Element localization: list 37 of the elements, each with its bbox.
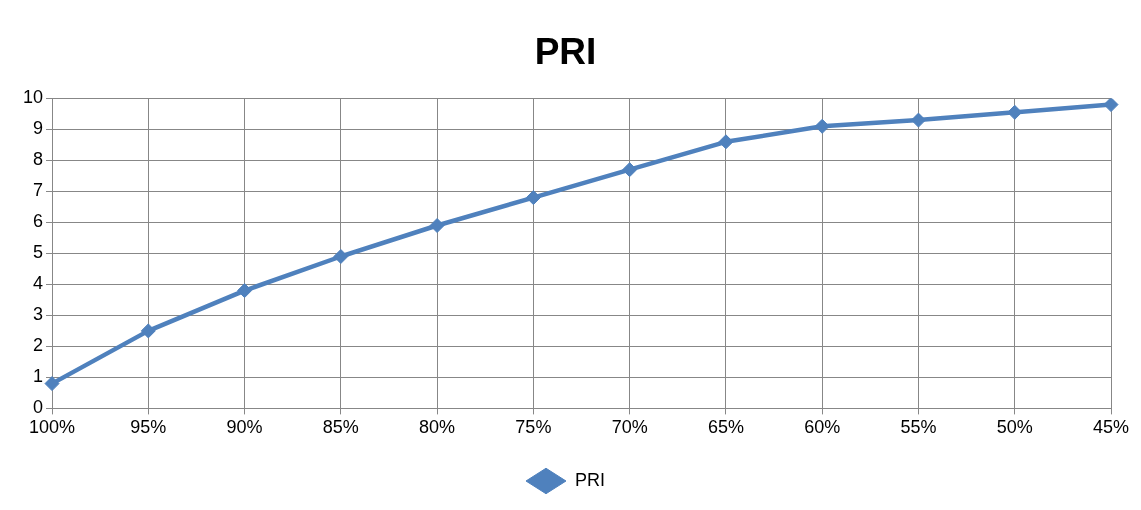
y-tick-label: 6	[33, 211, 44, 232]
x-tick-label: 90%	[226, 417, 263, 438]
y-tick-label: 4	[33, 273, 44, 294]
point	[44, 376, 60, 392]
point	[814, 118, 830, 134]
y-tick-label: 3	[33, 304, 44, 325]
y-tick-label: 1	[33, 366, 44, 387]
y-tick-label: 7	[33, 180, 44, 201]
point	[525, 190, 541, 206]
point	[1103, 98, 1119, 113]
x-tick-label: 70%	[611, 417, 648, 438]
x-tick-label: 100%	[29, 417, 76, 438]
y-tick-label: 9	[33, 118, 44, 139]
x-tick-label: 75%	[515, 417, 552, 438]
y-tick-label: 2	[33, 335, 44, 356]
point	[333, 249, 349, 264]
x-tick-label: 50%	[996, 417, 1033, 438]
x-tick-label: 85%	[322, 417, 359, 438]
y-tick-label: 0	[33, 397, 44, 418]
x-tick-label: 65%	[707, 417, 744, 438]
y-tick-label: 5	[33, 242, 44, 263]
point	[237, 283, 253, 299]
point	[622, 162, 638, 178]
legend-label: PRI	[575, 469, 606, 490]
y-tick-label: 8	[33, 149, 44, 170]
chart-title: PRI	[534, 31, 597, 73]
point	[1007, 104, 1023, 120]
point	[718, 134, 734, 150]
point	[429, 218, 445, 233]
y-tick-label: 10	[22, 87, 44, 108]
x-tick-label: 45%	[1092, 417, 1130, 438]
x-tick-label: 80%	[419, 417, 456, 438]
x-tick-label: 55%	[900, 417, 937, 438]
x-tick-label: 60%	[804, 417, 841, 438]
point	[140, 323, 156, 339]
x-tick-label: 95%	[130, 417, 167, 438]
point	[910, 112, 926, 128]
